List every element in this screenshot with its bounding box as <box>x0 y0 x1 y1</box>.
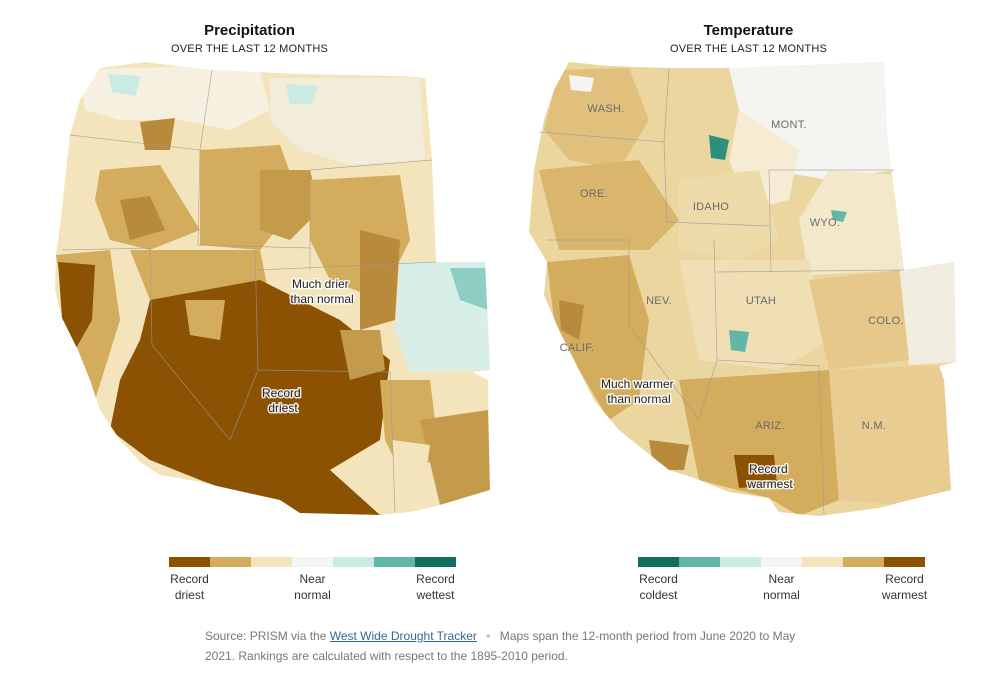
state-label: UTAH <box>746 295 776 307</box>
state-label: IDAHO <box>693 201 729 213</box>
precipitation-annotation-drier: Much drier than normal <box>290 277 353 306</box>
legend-label: Near normal <box>763 572 800 602</box>
legend-swatch <box>720 557 761 567</box>
legend-swatch <box>415 557 456 567</box>
temperature-legend: Record coldest Near normal Record warmest <box>638 557 927 607</box>
state-label: WASH. <box>587 103 624 115</box>
state-label: ARIZ. <box>755 420 785 432</box>
legend-color-bar <box>169 557 456 567</box>
separator-dot: • <box>486 629 491 643</box>
legend-swatch <box>638 557 679 567</box>
annotation-line: Much drier <box>292 277 349 291</box>
legend-swatch <box>210 557 251 567</box>
precipitation-panel: Precipitation OVER THE LAST 12 MONTHS <box>0 0 499 610</box>
legend-label: Near normal <box>294 572 331 602</box>
legend-swatch <box>292 557 333 567</box>
annotation-line: Much warmer <box>601 377 674 391</box>
precipitation-legend: Record driest Near normal Record wettest <box>169 557 456 607</box>
temperature-title: Temperature <box>703 22 794 39</box>
precipitation-subtitle: OVER THE LAST 12 MONTHS <box>170 43 328 55</box>
legend-label: Record driest <box>170 572 209 602</box>
source-note: Source: PRISM via the West Wide Drought … <box>205 626 805 666</box>
source-note-text: Maps span the 12-month period from June … <box>205 629 796 663</box>
precipitation-map: Much drier than normal Record driest <box>55 62 490 515</box>
legend-label: Record wettest <box>416 572 455 602</box>
legend-swatch <box>333 557 374 567</box>
legend-swatch <box>884 557 925 567</box>
legend-swatch <box>802 557 843 567</box>
legend-swatch <box>761 557 802 567</box>
west-wide-drought-tracker-link[interactable]: West Wide Drought Tracker <box>329 629 477 643</box>
legend-swatch <box>251 557 292 567</box>
temperature-subtitle: OVER THE LAST 12 MONTHS <box>669 43 827 55</box>
legend-labels: Record coldest Near normal Record warmest <box>638 567 927 603</box>
temperature-annotation-warmer: Much warmer than normal <box>601 377 677 406</box>
precipitation-title: Precipitation <box>204 22 295 39</box>
precipitation-annotation-driest: Record driest <box>262 386 304 415</box>
state-label: MONT. <box>771 119 807 131</box>
annotation-line: driest <box>268 401 298 415</box>
legend-swatch <box>679 557 720 567</box>
legend-labels: Record driest Near normal Record wettest <box>169 567 456 603</box>
legend-label: Record warmest <box>881 572 928 602</box>
annotation-line: Record <box>749 462 788 476</box>
state-label: N.M. <box>862 420 886 432</box>
temperature-annotation-warmest: Record warmest <box>746 462 793 491</box>
temperature-map: WASH. MONT. ORE. IDAHO WYO. NEV. UTAH CO… <box>529 62 956 516</box>
annotation-line: Record <box>262 386 301 400</box>
state-label: NEV. <box>646 295 672 307</box>
state-label: WYO. <box>810 217 841 229</box>
annotation-line: than normal <box>607 392 670 406</box>
annotation-line: warmest <box>746 477 793 491</box>
legend-swatch <box>169 557 210 567</box>
legend-color-bar <box>638 557 925 567</box>
temperature-panel: Temperature OVER THE LAST 12 MONTHS <box>499 0 998 610</box>
state-label: ORE. <box>580 188 608 200</box>
source-prefix: Source: PRISM via the <box>205 629 327 643</box>
legend-swatch <box>843 557 884 567</box>
legend-label: Record coldest <box>639 572 678 602</box>
state-label: COLO. <box>868 315 904 327</box>
state-label: CALIF. <box>560 342 595 354</box>
annotation-line: than normal <box>290 292 353 306</box>
legend-swatch <box>374 557 415 567</box>
